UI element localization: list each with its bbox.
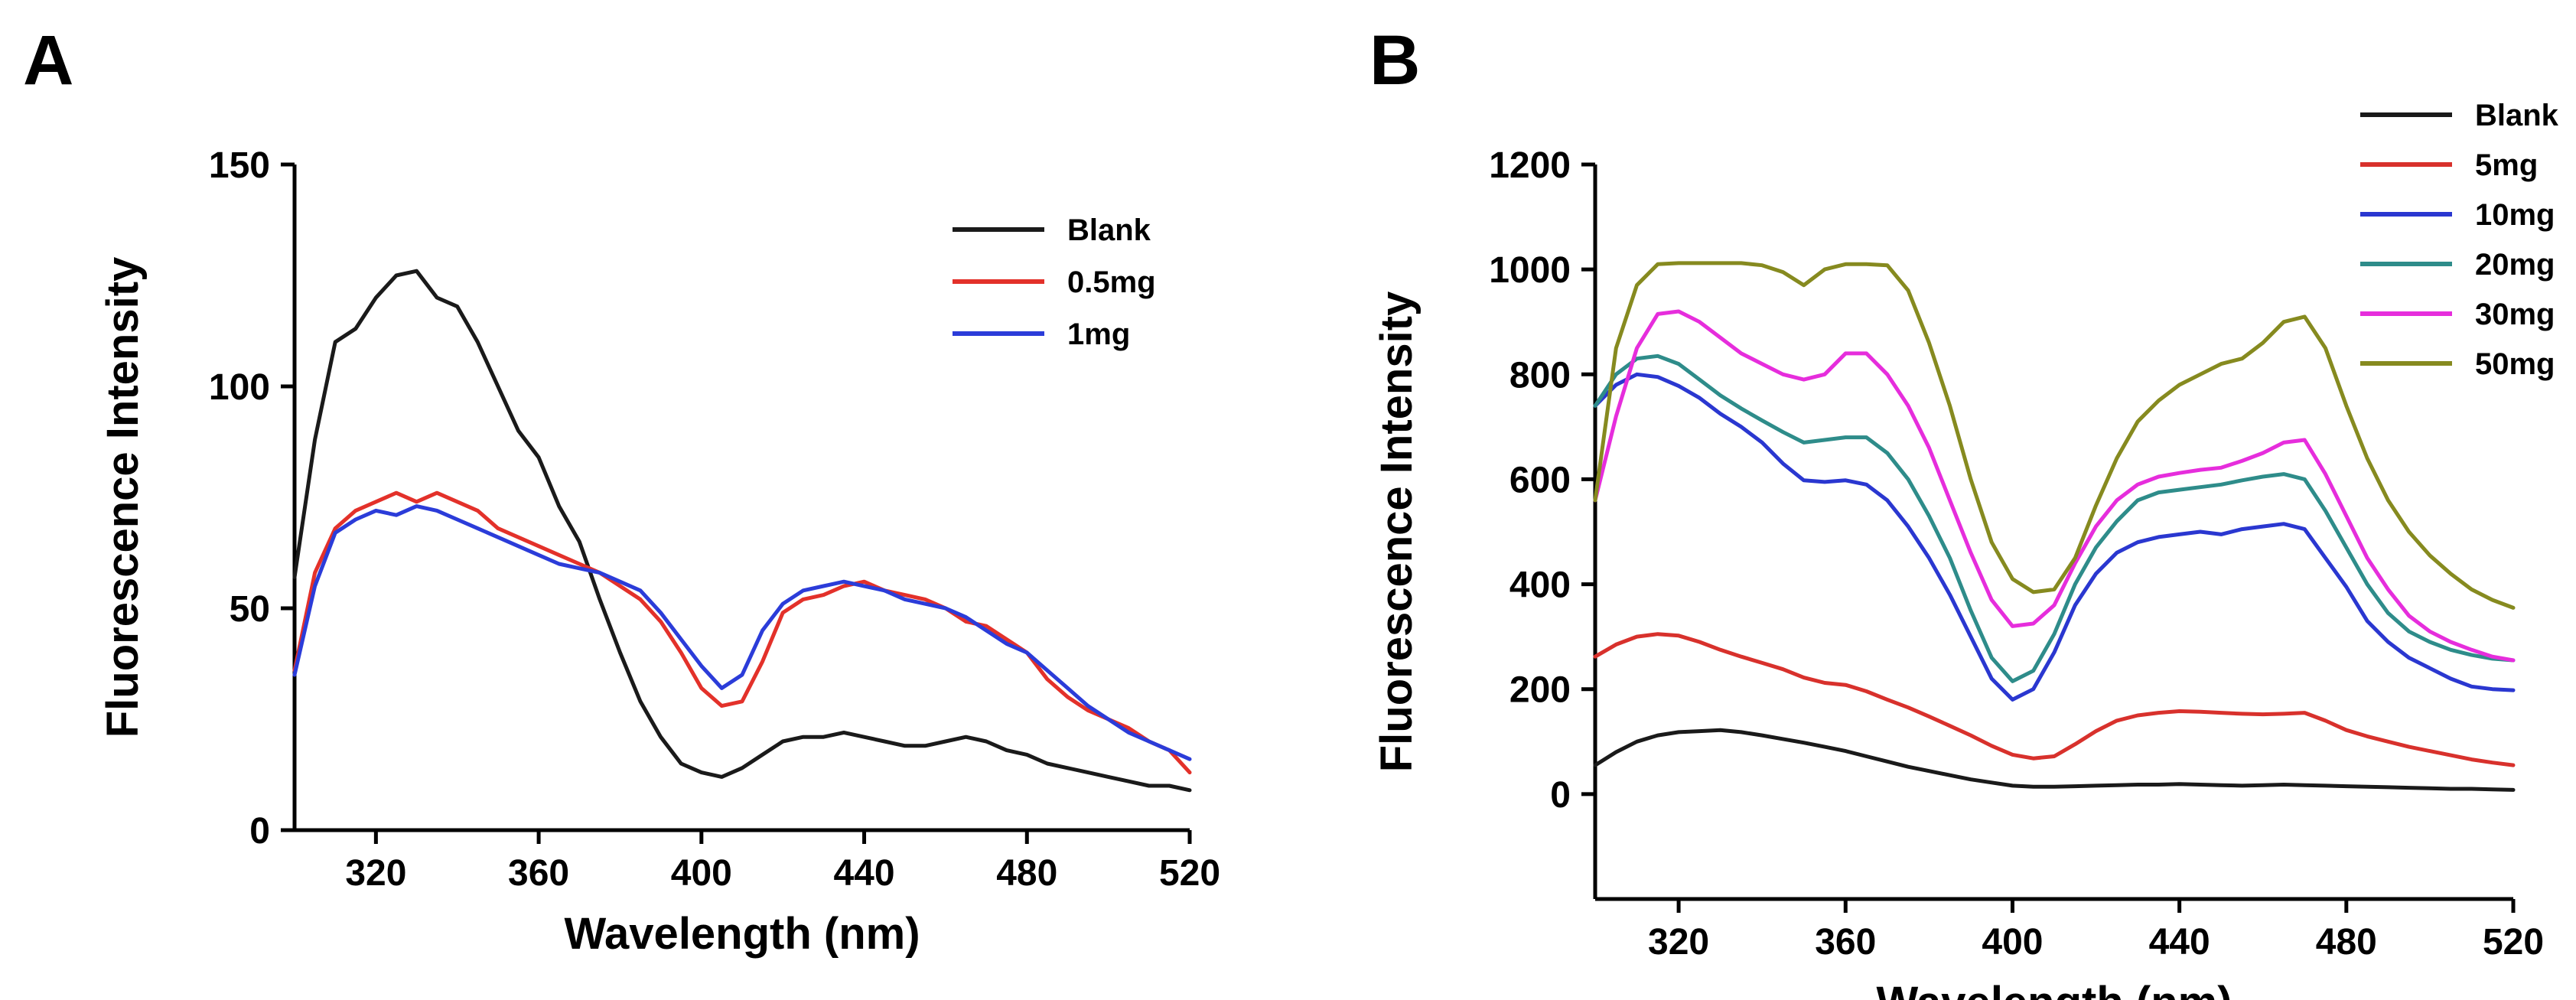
- panel-b-y-tick-label: 0: [1550, 775, 1571, 816]
- panel-a: A 0 50 100 150 320 360 400 440 480 520 Wavelength …: [23, 21, 1220, 959]
- panel-a-y-axis-title: Fluorescence Intensity: [98, 257, 148, 738]
- panel-b-legend-label: 20mg: [2475, 248, 2555, 282]
- panel-a-series-line-blank: [292, 269, 1192, 793]
- panel-a-legend-label: 1mg: [1067, 318, 1130, 351]
- panel-a-series-line-0-5mg: [292, 490, 1192, 775]
- panel-b-x-tick-label: 480: [2316, 922, 2377, 963]
- panel-b-x-tick-label: 440: [2149, 922, 2210, 963]
- panel-b-series-line-30mg: [1593, 309, 2516, 663]
- panel-a-letter: A: [23, 21, 73, 99]
- panel-a-x-tick-label: 360: [508, 853, 569, 894]
- panel-a-y-tick-label: 50: [230, 589, 270, 630]
- panel-b-series-line-10mg: [1593, 372, 2516, 702]
- panel-b-y-tick-label: 1200: [1489, 145, 1571, 186]
- panel-b-series-line-50mg: [1593, 261, 2516, 610]
- panel-b-y-axis-title: Fluorescence Intensity: [1372, 292, 1422, 773]
- panel-a-x-tick-label: 440: [833, 853, 894, 894]
- panel-b-series-line-20mg: [1593, 353, 2516, 683]
- panel-b-x-axis-title: Wavelength (nm): [1876, 978, 2232, 1000]
- panel-a-x-tick-label: 480: [996, 853, 1057, 894]
- panel-b-y-tick-label: 600: [1509, 460, 1571, 500]
- panel-b-x-tick-label: 320: [1648, 922, 1709, 963]
- panel-b-series-line-blank: [1593, 728, 2516, 792]
- panel-b-series-line-5mg: [1593, 632, 2516, 767]
- panel-b: B 0 200 400 600 800 1000 1200 320 360 400 440 480 52…: [1369, 21, 2559, 1000]
- panel-a-x-tick-label: 520: [1159, 853, 1220, 894]
- panel-b-letter: B: [1369, 21, 1420, 99]
- panel-b-legend-label: 50mg: [2475, 347, 2555, 381]
- panel-b-x-tick-label: 400: [1982, 922, 2043, 963]
- panel-a-series-line-1mg: [292, 504, 1192, 761]
- panel-a-y-tick-label: 0: [249, 811, 270, 852]
- panel-a-legend-label: 0.5mg: [1067, 265, 1156, 299]
- panel-b-legend-label: 5mg: [2475, 148, 2538, 182]
- panel-b-legend-label: 10mg: [2475, 198, 2555, 232]
- panel-b-y-tick-label: 1000: [1489, 250, 1571, 291]
- panel-b-x-tick-label: 520: [2483, 922, 2544, 963]
- panel-b-y-tick-label: 200: [1509, 670, 1571, 711]
- panel-a-y-tick-label: 150: [209, 145, 270, 186]
- panel-b-x-tick-label: 360: [1815, 922, 1876, 963]
- panel-a-legend-label: Blank: [1067, 213, 1151, 247]
- panel-a-x-axis-title: Wavelength (nm): [564, 909, 920, 959]
- panel-a-y-tick-label: 100: [209, 367, 270, 408]
- panel-b-y-tick-label: 800: [1509, 355, 1571, 396]
- panel-b-legend-label: 30mg: [2475, 298, 2555, 331]
- panel-a-x-tick-label: 400: [671, 853, 732, 894]
- panel-b-y-tick-label: 400: [1509, 565, 1571, 606]
- panel-b-legend-label: Blank: [2475, 99, 2559, 132]
- panel-a-x-tick-label: 320: [345, 853, 406, 894]
